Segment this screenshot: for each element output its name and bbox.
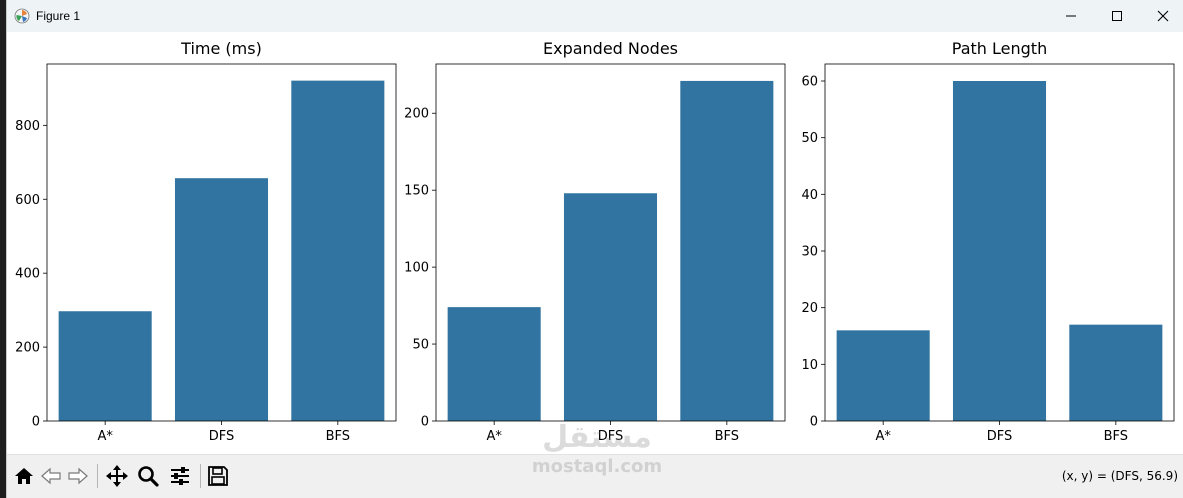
pan-icon [106, 465, 128, 487]
back-icon [41, 467, 61, 485]
y-tick-label: 0 [421, 415, 429, 430]
x-tick-label: A* [97, 429, 113, 444]
axes-frame [824, 63, 1175, 422]
y-tick-label: 50 [412, 338, 429, 353]
axes-frame [46, 63, 397, 422]
bar-astar [836, 330, 930, 421]
bar-bfs [1069, 324, 1163, 421]
x-tick-label: A* [875, 429, 891, 444]
y-tick-label: 20 [801, 301, 818, 316]
zoom-button[interactable] [135, 463, 161, 489]
home-icon [15, 468, 33, 484]
toolbar-separator [97, 464, 98, 488]
y-tick-label: 800 [15, 119, 40, 134]
x-tick-label: BFS [1104, 429, 1128, 444]
x-tick-label: DFS [987, 429, 1013, 444]
y-tick-label: 400 [15, 267, 40, 282]
chart-title: Path Length [952, 39, 1047, 58]
y-tick-label: 30 [801, 245, 818, 260]
close-icon [1157, 10, 1169, 22]
pan-button[interactable] [104, 463, 130, 489]
y-tick-label: 0 [810, 415, 818, 430]
axes-frame [435, 63, 786, 422]
x-tick-label: BFS [715, 429, 739, 444]
subplot-2: A* DFS BFS 0 50 100 150 200 Expanded Nodes [404, 39, 786, 444]
configure-subplots-icon [171, 467, 189, 485]
y-tick-label: 60 [801, 75, 818, 90]
chart-title: Time (ms) [180, 39, 262, 58]
bar-dfs [952, 81, 1047, 421]
y-tick-label: 600 [15, 193, 40, 208]
cursor-coordinates: (x, y) = (DFS, 56.9) [1061, 469, 1178, 483]
chart-title: Expanded Nodes [543, 39, 678, 58]
bar-bfs [291, 80, 385, 421]
subplot-1: A* DFS BFS 0 200 400 600 800 Time (ms) [15, 39, 397, 444]
y-tick-label: 200 [15, 341, 40, 356]
save-icon [208, 466, 228, 486]
home-button[interactable] [11, 463, 37, 489]
maximize-icon [1112, 11, 1122, 21]
maximize-button[interactable] [1094, 0, 1140, 32]
matplotlib-app-icon [14, 8, 30, 24]
bar-astar [58, 311, 152, 421]
x-tick-label: A* [486, 429, 502, 444]
back-button[interactable] [38, 463, 64, 489]
y-tick-label: 0 [32, 415, 40, 430]
title-bar[interactable]: Figure 1 [7, 0, 1183, 32]
y-tick-label: 10 [801, 358, 818, 373]
figure-window: Figure 1 A* DFS BFS 0 200 400 600 800 Time (ms) A… [6, 0, 1183, 498]
zoom-icon [138, 466, 159, 487]
subplot-3: A* DFS BFS 0 10 20 30 40 50 60 Path Length [801, 39, 1175, 444]
forward-icon [68, 467, 88, 485]
figure-canvas[interactable]: A* DFS BFS 0 200 400 600 800 Time (ms) A* DFS BFS 0 5… [7, 32, 1183, 454]
bar-dfs [563, 193, 658, 421]
navigation-toolbar: (x, y) = (DFS, 56.9) [7, 454, 1183, 498]
x-tick-label: DFS [598, 429, 624, 444]
minimize-icon [1066, 15, 1076, 17]
y-tick-label: 100 [404, 261, 429, 276]
toolbar-separator [200, 464, 201, 488]
bar-bfs [680, 80, 774, 421]
configure-subplots-button[interactable] [167, 463, 193, 489]
forward-button[interactable] [65, 463, 91, 489]
x-tick-label: DFS [209, 429, 235, 444]
y-tick-label: 40 [801, 188, 818, 203]
save-button[interactable] [205, 463, 231, 489]
close-button[interactable] [1140, 0, 1183, 32]
y-tick-label: 200 [404, 107, 429, 122]
y-tick-label: 150 [404, 184, 429, 199]
x-tick-label: BFS [326, 429, 350, 444]
window-title: Figure 1 [36, 9, 81, 23]
bar-astar [447, 307, 541, 421]
y-tick-label: 50 [801, 131, 818, 146]
bar-dfs [174, 178, 269, 421]
minimize-button[interactable] [1048, 0, 1094, 32]
